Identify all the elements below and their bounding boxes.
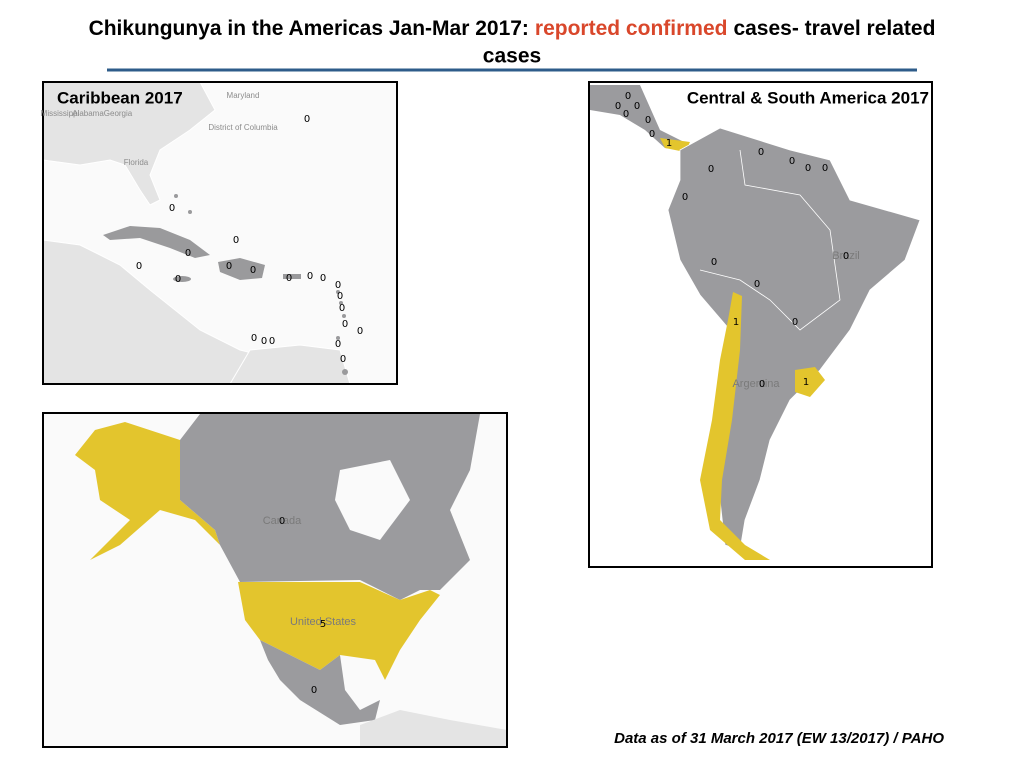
case-count: 0: [645, 115, 651, 126]
case-count: 0: [789, 156, 795, 167]
place-name: Florida: [124, 158, 149, 167]
case-count: 0: [175, 274, 181, 285]
case-count: 0: [250, 265, 256, 276]
case-count: 0: [357, 326, 363, 337]
case-count: 0: [634, 101, 640, 112]
caribbean-map: [43, 82, 397, 384]
case-count: 0: [805, 163, 811, 174]
place-name: Georgia: [104, 109, 133, 118]
panel-label: Caribbean 2017: [57, 88, 183, 107]
case-count: 0: [708, 164, 714, 175]
place-name: Argentina: [732, 378, 780, 390]
case-count: 1: [733, 317, 739, 328]
case-count: 0: [169, 203, 175, 214]
case-count: 0: [335, 339, 341, 350]
south-america-frame: [588, 81, 933, 568]
case-count: 0: [226, 261, 232, 272]
case-count: 0: [233, 235, 239, 246]
case-count: 0: [759, 379, 765, 390]
case-count: 0: [269, 336, 275, 347]
case-count: 0: [342, 319, 348, 330]
north-america-frame: [42, 412, 508, 748]
case-count: 0: [339, 303, 345, 314]
place-name: United States: [290, 616, 357, 628]
case-count: 0: [304, 114, 310, 125]
case-count: 0: [261, 336, 267, 347]
case-count: 0: [623, 109, 629, 120]
case-count: 0: [279, 516, 285, 527]
place-name: Mississippi: [41, 109, 80, 118]
case-count: 0: [311, 685, 317, 696]
case-count: 1: [666, 138, 672, 149]
case-count: 0: [649, 129, 655, 140]
case-count: 5: [320, 619, 326, 630]
case-count: 0: [711, 257, 717, 268]
caribbean-frame: [42, 81, 398, 385]
case-count: 1: [803, 377, 809, 388]
case-count: 0: [251, 333, 257, 344]
south-america-map: [589, 82, 932, 567]
case-count: 0: [615, 101, 621, 112]
case-count: 0: [340, 354, 346, 365]
case-count: 0: [758, 147, 764, 158]
case-count: 0: [682, 192, 688, 203]
place-name: Alabama: [72, 109, 104, 118]
place-name: Brazil: [832, 250, 860, 262]
case-count: 0: [625, 91, 631, 102]
case-count: 0: [337, 291, 343, 302]
title-suffix: cases- travel related: [733, 17, 935, 40]
panel-label: Central & South America 2017: [687, 88, 929, 107]
case-count: 0: [136, 261, 142, 272]
case-count: 0: [185, 248, 191, 259]
title-highlight: reported confirmed: [535, 17, 728, 40]
case-count: 0: [307, 271, 313, 282]
case-count: 0: [843, 251, 849, 262]
title-line2: cases: [483, 45, 541, 68]
case-count: 0: [335, 280, 341, 291]
place-name: District of Columbia: [208, 123, 278, 132]
place-name: Maryland: [227, 91, 260, 100]
case-count: 0: [286, 273, 292, 284]
north-america-map: [43, 413, 507, 747]
title: Chikungunya in the Americas Jan-Mar 2017…: [89, 17, 936, 40]
case-count: 0: [822, 163, 828, 174]
footer-note: Data as of 31 March 2017 (EW 13/2017) / …: [614, 730, 944, 747]
title-prefix: Chikungunya in the Americas Jan-Mar 2017…: [89, 17, 529, 40]
place-name: Canada: [263, 515, 302, 527]
case-count: 0: [320, 273, 326, 284]
case-count: 0: [792, 317, 798, 328]
case-count: 0: [754, 279, 760, 290]
